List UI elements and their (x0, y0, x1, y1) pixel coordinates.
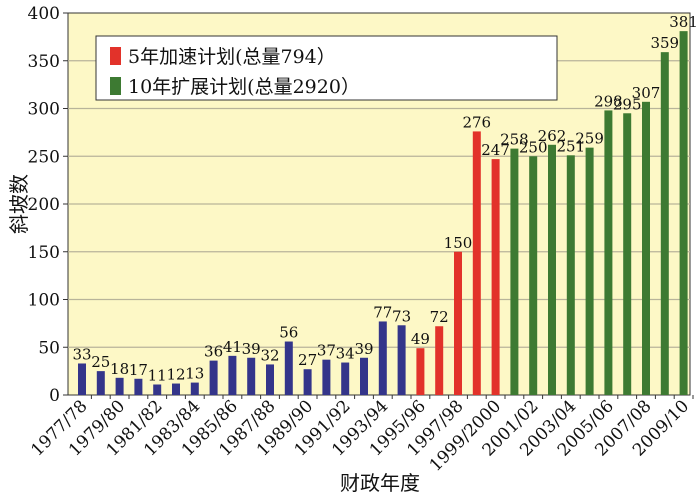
data-label: 77 (373, 303, 392, 321)
bar (228, 355, 237, 395)
bar (472, 131, 481, 396)
y-axis-label: 斜坡数 (7, 174, 31, 234)
data-label: 258 (500, 131, 529, 149)
bar (115, 377, 124, 395)
data-label: 39 (354, 340, 373, 358)
data-label: 32 (260, 346, 279, 364)
data-label: 34 (336, 345, 355, 363)
y-tick-label: 350 (28, 52, 60, 72)
data-label: 56 (279, 324, 298, 342)
bar (566, 155, 575, 395)
legend: 5年加速计划(总量794） 10年扩展计划(总量2920） (95, 35, 558, 101)
bar (153, 384, 162, 395)
data-label: 73 (392, 307, 411, 325)
legend-label: 10年扩展计划(总量2920） (128, 76, 360, 98)
bar (266, 364, 274, 395)
data-label: 247 (481, 141, 510, 159)
x-axis-label: 财政年度 (340, 471, 420, 495)
y-tick-label: 400 (28, 4, 60, 24)
data-label: 12 (166, 366, 185, 384)
bar (491, 159, 500, 395)
legend-label: 5年加速计划(总量794） (128, 46, 336, 68)
bar (510, 148, 519, 395)
data-label: 18 (110, 360, 129, 378)
data-label: 298 (594, 92, 623, 110)
y-tick-label: 50 (38, 338, 60, 358)
bar (416, 348, 425, 395)
data-label: 359 (650, 34, 679, 52)
bar (529, 156, 538, 395)
bar (548, 144, 556, 395)
data-label: 36 (204, 343, 223, 361)
bar (96, 371, 105, 395)
bar (585, 147, 594, 395)
data-label: 150 (444, 234, 473, 252)
data-label: 39 (242, 340, 261, 358)
data-label: 250 (519, 138, 548, 156)
data-label: 41 (223, 338, 242, 356)
bar (435, 326, 444, 395)
data-label: 11 (148, 366, 167, 384)
data-label: 295 (613, 95, 642, 113)
y-tick-label: 250 (28, 147, 60, 167)
data-label: 17 (129, 361, 148, 379)
y-tick-label: 0 (49, 386, 60, 406)
data-label: 276 (462, 113, 491, 131)
data-label: 251 (556, 137, 585, 155)
legend-swatch (110, 47, 121, 65)
y-tick-label: 200 (28, 195, 60, 215)
bar (209, 360, 218, 395)
bar (660, 52, 669, 395)
bar (284, 341, 293, 395)
bar (604, 110, 613, 395)
data-label: 37 (317, 342, 336, 360)
bar (623, 113, 632, 396)
data-label: 25 (91, 353, 110, 371)
data-label: 49 (411, 330, 430, 348)
y-tick-label: 300 (28, 100, 60, 120)
bar (134, 378, 143, 395)
data-label: 381 (669, 13, 698, 31)
legend-swatch (110, 77, 121, 95)
bar (360, 357, 368, 395)
data-label: 259 (575, 130, 604, 148)
bar (322, 359, 331, 395)
bar (378, 321, 387, 395)
data-label: 262 (538, 127, 567, 145)
bar (78, 363, 86, 395)
bar (642, 101, 650, 395)
bar (303, 369, 312, 395)
bar (190, 382, 199, 395)
y-tick-label: 100 (28, 291, 60, 311)
data-label: 72 (430, 308, 449, 326)
bar (397, 325, 406, 395)
bar (454, 251, 462, 395)
data-label: 33 (72, 345, 91, 363)
bar (341, 362, 350, 395)
bar (679, 31, 688, 396)
data-label: 13 (185, 365, 204, 383)
y-tick-label: 150 (28, 243, 60, 263)
bar (172, 383, 180, 395)
data-label: 307 (632, 84, 661, 102)
data-label: 27 (298, 351, 317, 369)
bar (247, 357, 256, 395)
